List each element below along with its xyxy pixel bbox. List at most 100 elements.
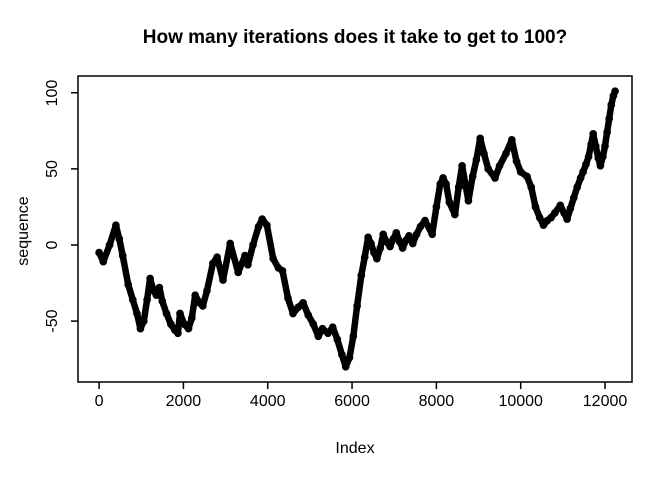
series-point-marker bbox=[547, 213, 555, 222]
series-point-marker bbox=[464, 196, 473, 205]
series-point-marker bbox=[611, 87, 619, 96]
series-point-marker bbox=[539, 221, 548, 230]
series-point-marker bbox=[386, 242, 394, 251]
series-point-marker bbox=[563, 215, 571, 223]
series-point-marker bbox=[115, 235, 124, 243]
series-point-marker bbox=[263, 221, 271, 230]
series-point-marker bbox=[244, 260, 252, 269]
x-axis-label: Index bbox=[335, 440, 375, 457]
series-point-marker bbox=[408, 239, 417, 248]
series-point-marker bbox=[99, 257, 108, 266]
series-point-marker bbox=[412, 230, 421, 239]
series-point-marker bbox=[118, 251, 127, 260]
series-point-marker bbox=[294, 303, 302, 312]
series-line bbox=[95, 87, 619, 371]
series-point-marker bbox=[379, 230, 388, 239]
series-point-marker bbox=[258, 215, 267, 223]
series-point-marker bbox=[451, 210, 459, 219]
series-point-marker bbox=[527, 183, 536, 191]
series-point-marker bbox=[367, 239, 375, 248]
series-point-marker bbox=[472, 155, 481, 164]
series-point-marker bbox=[364, 233, 372, 242]
y-tick-label: 0 bbox=[44, 240, 61, 250]
y-tick-label: 100 bbox=[44, 79, 61, 107]
series-point-marker bbox=[203, 286, 211, 295]
series-point-marker bbox=[601, 142, 609, 150]
series-point-marker bbox=[166, 320, 175, 328]
series-point-marker bbox=[370, 248, 378, 257]
series-point-marker bbox=[584, 152, 593, 161]
series-point-marker bbox=[345, 353, 354, 362]
series-point-marker bbox=[269, 254, 278, 263]
series-point-marker bbox=[309, 320, 318, 328]
series-point-marker bbox=[314, 332, 323, 341]
series-point-marker bbox=[349, 332, 358, 341]
series-point-marker bbox=[535, 213, 544, 222]
series-point-marker bbox=[162, 309, 171, 318]
y-axis-label: sequence bbox=[15, 196, 32, 266]
series-point-marker bbox=[432, 203, 441, 211]
x-tick-label: 0 bbox=[94, 393, 104, 410]
series-point-marker bbox=[324, 329, 332, 338]
series-point-marker bbox=[405, 232, 413, 240]
series-point-marker bbox=[609, 91, 618, 100]
x-tick-label: 4000 bbox=[249, 393, 286, 410]
series-point-marker bbox=[112, 221, 120, 230]
x-tick-label: 6000 bbox=[334, 393, 370, 410]
series-point-marker bbox=[213, 253, 221, 262]
series-point-marker bbox=[136, 324, 145, 333]
x-tick-label: 8000 bbox=[418, 393, 455, 410]
series-point-marker bbox=[603, 128, 611, 137]
series-point-marker bbox=[550, 209, 559, 217]
series-point-marker bbox=[341, 362, 350, 371]
series-point-marker bbox=[512, 157, 521, 166]
series-point-marker bbox=[328, 323, 337, 332]
x-tick-label: 12000 bbox=[582, 393, 628, 410]
series-point-marker bbox=[599, 152, 607, 161]
series-point-marker bbox=[560, 209, 568, 217]
plot-border bbox=[77, 75, 633, 383]
series-point-marker bbox=[184, 324, 193, 333]
x-tick-label: 2000 bbox=[165, 393, 202, 410]
series-point-marker bbox=[158, 297, 167, 306]
series-point-marker bbox=[421, 216, 429, 225]
series-point-marker bbox=[289, 309, 297, 318]
series-point-marker bbox=[254, 222, 263, 231]
series-point-marker bbox=[304, 311, 313, 319]
series-point-marker bbox=[502, 149, 510, 158]
series-point-marker bbox=[458, 161, 466, 170]
series-point-marker bbox=[333, 335, 342, 344]
series-point-marker bbox=[219, 276, 227, 284]
series-point-marker bbox=[523, 172, 531, 181]
series-point-marker bbox=[591, 142, 600, 150]
y-tick-label: 50 bbox=[44, 159, 61, 178]
series-point-marker bbox=[146, 274, 154, 283]
series-point-marker bbox=[428, 230, 437, 239]
series-point-marker bbox=[198, 302, 207, 310]
series-point-marker bbox=[389, 235, 398, 243]
series-point-marker bbox=[587, 140, 595, 149]
series-point-marker bbox=[462, 183, 470, 191]
series-point-marker bbox=[226, 239, 235, 248]
series-point-marker bbox=[241, 251, 249, 260]
series-point-marker bbox=[376, 244, 385, 252]
series-point-marker bbox=[234, 268, 243, 277]
series-point-marker bbox=[392, 228, 401, 237]
series-point-marker bbox=[338, 350, 346, 359]
series-point-marker bbox=[187, 314, 196, 322]
series-point-marker bbox=[278, 267, 287, 275]
series-point-marker bbox=[360, 253, 369, 262]
series-point-marker bbox=[128, 295, 137, 304]
series-point-marker bbox=[594, 154, 603, 163]
series-point-marker bbox=[607, 101, 616, 109]
series-point-marker bbox=[174, 329, 182, 338]
series-point-marker bbox=[516, 168, 525, 176]
series-point-marker bbox=[318, 324, 327, 333]
series-point-marker bbox=[416, 222, 425, 231]
series-point-marker bbox=[105, 241, 114, 249]
series-point-marker bbox=[454, 183, 463, 191]
chart-title: How many iterations does it take to get … bbox=[142, 27, 568, 48]
series-point-marker bbox=[353, 302, 361, 310]
series-point-marker bbox=[605, 114, 614, 123]
